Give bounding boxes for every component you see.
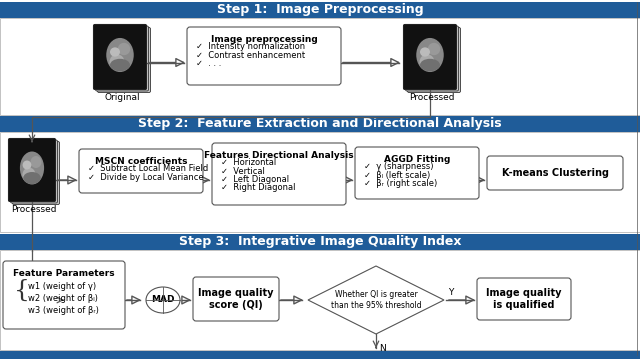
Text: Processed: Processed [409,93,455,102]
FancyBboxPatch shape [187,27,341,85]
Text: K-means Clustering: K-means Clustering [502,168,609,178]
FancyBboxPatch shape [93,24,147,89]
Ellipse shape [31,156,42,168]
Text: ✓  Subtract Local Mean Field: ✓ Subtract Local Mean Field [88,164,208,173]
Text: MSCN coefficients: MSCN coefficients [95,157,188,166]
FancyBboxPatch shape [8,139,56,201]
FancyBboxPatch shape [403,24,456,89]
Text: ✓  βᵣ (right scale): ✓ βᵣ (right scale) [364,179,437,188]
Text: ✓  Contrast enhancement: ✓ Contrast enhancement [196,51,305,60]
FancyBboxPatch shape [8,139,56,201]
Ellipse shape [416,38,444,72]
Text: Features Directional Analysis: Features Directional Analysis [204,151,354,160]
Text: {: { [14,279,30,302]
Text: Image preprocessing: Image preprocessing [211,35,317,44]
Text: N: N [379,344,386,353]
FancyBboxPatch shape [0,351,640,359]
FancyBboxPatch shape [0,250,640,350]
FancyBboxPatch shape [0,18,640,115]
Text: Y: Y [448,288,453,297]
Text: w3 (weight of βᵣ): w3 (weight of βᵣ) [28,306,99,315]
Text: Image quality
is qualified: Image quality is qualified [486,288,562,310]
Polygon shape [308,266,444,334]
FancyBboxPatch shape [403,24,456,89]
Ellipse shape [109,54,125,70]
FancyBboxPatch shape [13,141,60,205]
Ellipse shape [146,287,180,313]
Text: ✓  Intensity normalization: ✓ Intensity normalization [196,42,305,51]
Ellipse shape [23,172,41,184]
FancyBboxPatch shape [0,234,640,250]
Ellipse shape [22,160,31,169]
FancyBboxPatch shape [408,28,461,93]
FancyBboxPatch shape [212,143,346,205]
Ellipse shape [20,151,44,185]
Text: Whether QI is greater
than the 95% threshold: Whether QI is greater than the 95% thres… [331,290,421,310]
Text: ✓  γ (sharpness): ✓ γ (sharpness) [364,162,433,171]
Text: ✓  Vertical: ✓ Vertical [221,167,265,176]
FancyBboxPatch shape [97,28,150,93]
Text: Step 3:  Integrative Image Quality Index: Step 3: Integrative Image Quality Index [179,236,461,248]
FancyBboxPatch shape [93,24,147,89]
Text: MAD: MAD [151,295,175,304]
Text: Step 1:  Image Preprocessing: Step 1: Image Preprocessing [217,4,423,17]
FancyBboxPatch shape [193,277,279,321]
Ellipse shape [118,43,131,55]
Text: w2 (weight of βₗ): w2 (weight of βₗ) [28,294,98,303]
FancyBboxPatch shape [487,156,623,190]
Ellipse shape [420,47,430,57]
Ellipse shape [110,47,120,57]
FancyBboxPatch shape [355,147,479,199]
Text: Step 2:  Feature Extraction and Directional Analysis: Step 2: Feature Extraction and Direction… [138,117,502,131]
Ellipse shape [106,38,134,72]
Text: ✓  . . .: ✓ . . . [196,59,221,68]
Text: Original: Original [104,93,140,102]
Ellipse shape [420,59,440,71]
Text: ✓  Horizontal: ✓ Horizontal [221,158,276,167]
FancyBboxPatch shape [0,2,640,18]
Ellipse shape [22,168,36,182]
Text: Processed: Processed [12,205,57,214]
Text: Image quality
score (QI): Image quality score (QI) [198,288,274,310]
Ellipse shape [428,43,440,55]
FancyBboxPatch shape [477,278,571,320]
FancyBboxPatch shape [0,132,640,232]
Text: w1 (weight of γ): w1 (weight of γ) [28,282,96,291]
Text: ✓  Right Diagonal: ✓ Right Diagonal [221,183,296,192]
FancyBboxPatch shape [406,26,458,91]
FancyBboxPatch shape [95,26,148,91]
Ellipse shape [419,54,435,70]
Text: Feature Parameters: Feature Parameters [13,269,115,278]
Text: ✓  βₗ (left scale): ✓ βₗ (left scale) [364,171,430,180]
FancyBboxPatch shape [10,140,58,203]
Text: AGGD Fitting: AGGD Fitting [384,155,450,164]
FancyBboxPatch shape [0,116,640,132]
Text: ✓  Left Diagonal: ✓ Left Diagonal [221,175,289,184]
Ellipse shape [110,59,130,71]
FancyBboxPatch shape [79,149,203,193]
FancyBboxPatch shape [3,261,125,329]
Text: ✓  Divide by Local Variance: ✓ Divide by Local Variance [88,173,204,182]
